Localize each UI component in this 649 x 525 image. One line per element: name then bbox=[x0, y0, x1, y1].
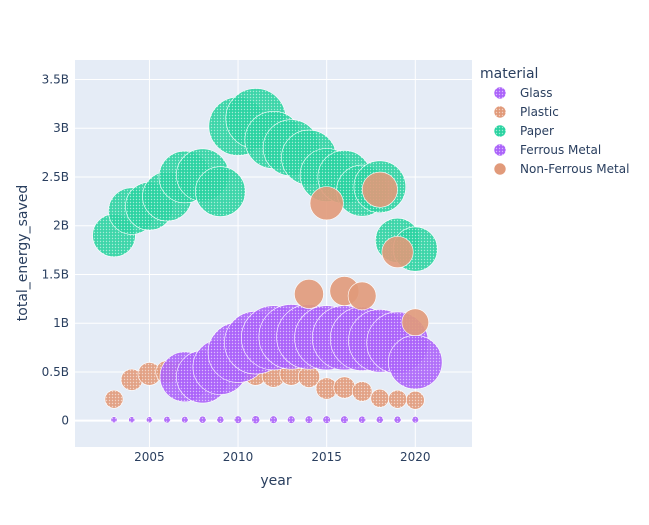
x-tick-label: 2010 bbox=[223, 450, 254, 464]
legend-marker-texture bbox=[494, 144, 506, 156]
data-point-texture bbox=[298, 366, 320, 388]
data-point-texture bbox=[110, 416, 118, 423]
data-point-texture bbox=[411, 416, 419, 424]
series-glass bbox=[110, 415, 419, 425]
data-point bbox=[347, 281, 377, 311]
x-tick-label: 2020 bbox=[400, 450, 431, 464]
data-point-texture bbox=[388, 335, 443, 390]
data-point-texture bbox=[104, 390, 124, 409]
y-tick-label: 0 bbox=[61, 414, 69, 428]
legend-label: Plastic bbox=[520, 105, 559, 119]
series-ferrous-metal bbox=[159, 304, 443, 404]
series-group bbox=[92, 88, 443, 425]
data-point bbox=[381, 236, 414, 269]
data-point-texture bbox=[198, 416, 207, 424]
data-point-texture bbox=[376, 416, 384, 424]
data-point-texture bbox=[322, 415, 331, 424]
data-point-texture bbox=[352, 381, 373, 402]
data-point-texture bbox=[128, 416, 135, 423]
legend-item[interactable]: Paper bbox=[493, 124, 554, 138]
data-point-texture bbox=[287, 415, 296, 424]
data-point-texture bbox=[121, 369, 143, 391]
data-point-texture bbox=[393, 416, 402, 424]
data-point-texture bbox=[315, 377, 338, 400]
y-tick-label: 3B bbox=[53, 121, 69, 135]
x-tick-labels: 2005 2010 2015 2020 bbox=[134, 450, 430, 464]
data-point bbox=[401, 308, 430, 336]
y-tick-label: 3.5B bbox=[42, 72, 69, 86]
legend-label: Paper bbox=[520, 124, 554, 138]
data-point-texture bbox=[137, 362, 161, 386]
data-point bbox=[309, 186, 344, 221]
legend-marker-texture bbox=[494, 87, 506, 99]
x-axis-title: year bbox=[260, 473, 291, 489]
data-point-texture bbox=[216, 416, 224, 424]
legend-marker-texture bbox=[494, 106, 506, 118]
data-point-texture bbox=[358, 416, 366, 424]
legend-label: Glass bbox=[520, 86, 553, 100]
chart-marks bbox=[92, 88, 443, 425]
y-tick-label: 1B bbox=[53, 316, 69, 330]
data-point-texture bbox=[146, 416, 153, 423]
data-point-texture bbox=[370, 389, 389, 408]
legend-item[interactable]: Plastic bbox=[493, 105, 559, 119]
legend-item[interactable]: Ferrous Metal bbox=[493, 143, 601, 157]
y-tick-label: 0.5B bbox=[42, 365, 69, 379]
series-non-ferrous-metal bbox=[294, 171, 430, 336]
data-point-texture bbox=[269, 415, 278, 424]
data-point bbox=[361, 171, 398, 208]
legend-item[interactable]: Non-Ferrous Metal bbox=[493, 162, 629, 176]
data-point-texture bbox=[234, 415, 242, 424]
x-tick-label: 2015 bbox=[311, 450, 342, 464]
y-tick-label: 2B bbox=[53, 219, 69, 233]
data-point-texture bbox=[251, 415, 260, 424]
y-axis-title: total_energy_saved bbox=[15, 185, 31, 321]
y-tick-label: 2.5B bbox=[42, 170, 69, 184]
y-tick-labels: 0 0.5B 1B 1.5B 2B 2.5B 3B 3.5B bbox=[42, 72, 69, 427]
data-point-texture bbox=[406, 391, 425, 410]
data-point-texture bbox=[305, 415, 313, 424]
x-tick-label: 2005 bbox=[134, 450, 165, 464]
legend-marker bbox=[493, 162, 507, 176]
y-tick-label: 1.5B bbox=[42, 267, 69, 281]
data-point-texture bbox=[181, 416, 189, 424]
legend-label: Ferrous Metal bbox=[520, 143, 601, 157]
data-point-texture bbox=[163, 416, 171, 424]
data-point-texture bbox=[340, 415, 349, 424]
data-point bbox=[294, 279, 324, 309]
legend-label: Non-Ferrous Metal bbox=[520, 162, 629, 176]
legend-marker-texture bbox=[494, 125, 506, 137]
legend-item[interactable]: Glass bbox=[493, 86, 553, 100]
data-point-texture bbox=[195, 166, 246, 217]
legend-title: material bbox=[480, 66, 538, 82]
legend: material Glass Plastic Paper Ferrous Metal N… bbox=[480, 66, 629, 176]
data-point-texture bbox=[333, 376, 356, 399]
data-point-texture bbox=[388, 390, 407, 409]
